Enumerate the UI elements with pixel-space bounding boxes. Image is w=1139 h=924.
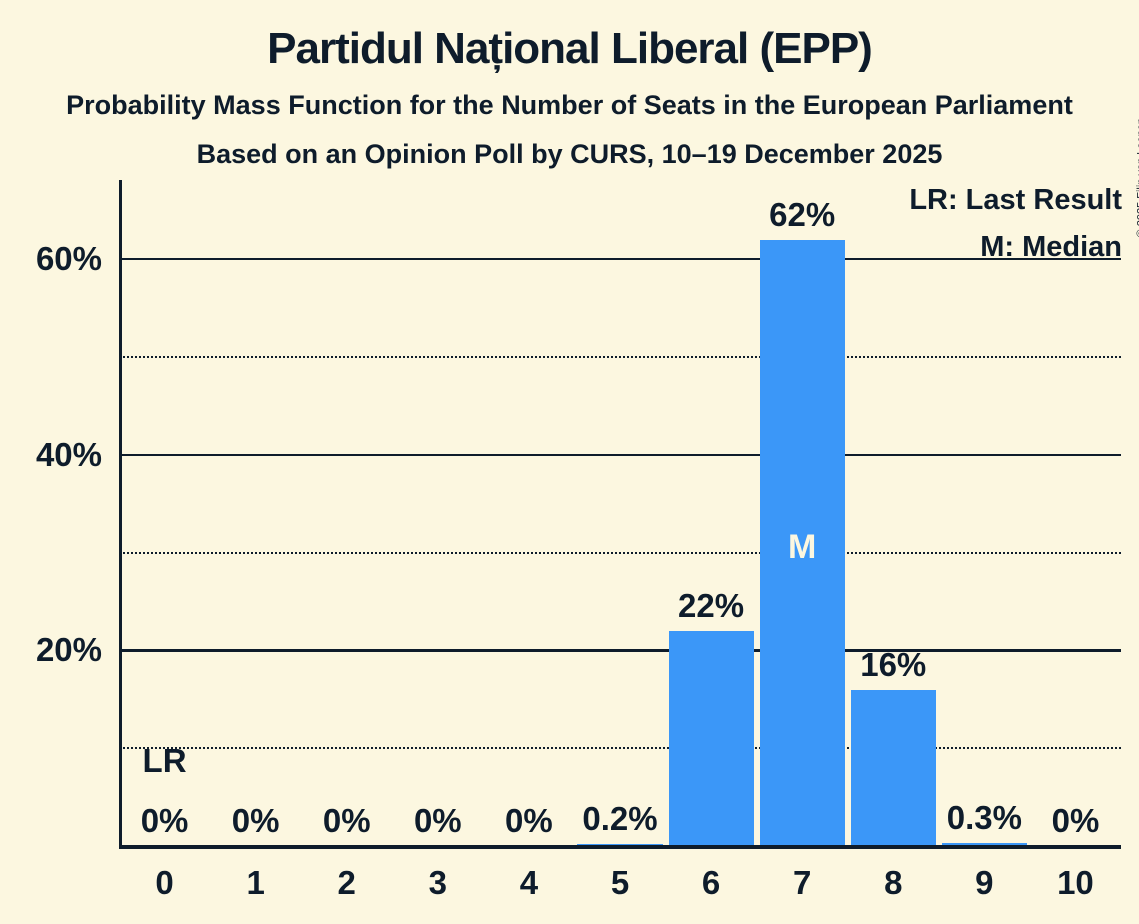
bar-seats-7 (759, 240, 845, 846)
chart-poll-source: Based on an Opinion Poll by CURS, 10–19 … (196, 139, 943, 169)
chart-subtitle: Probability Mass Function for the Number… (66, 90, 1073, 120)
y-axis-line (119, 180, 122, 849)
x-axis-label-9: 9 (975, 864, 994, 901)
x-axis-label-0: 0 (155, 864, 174, 901)
bar-value-label-10: 0% (1051, 802, 1100, 839)
x-axis-label-5: 5 (610, 864, 630, 901)
bar-value-label-6: 22% (678, 587, 745, 624)
y-axis-label-60: 60% (35, 240, 102, 278)
bar-value-label-0: 0% (140, 802, 189, 839)
x-axis-label-6: 6 (701, 864, 721, 901)
bar-value-label-4: 0% (505, 802, 553, 839)
x-axis-label-7: 7 (792, 864, 812, 901)
bar-seats-9 (941, 843, 1027, 846)
copyright-notice: © 2025 Filip van Laenen (1135, 118, 1139, 237)
y-axis-label-40: 40% (35, 435, 102, 473)
gridline-dotted-50 (119, 356, 1121, 358)
bar-value-label-5: 0.2% (582, 800, 658, 837)
bar-value-label-8: 16% (860, 646, 927, 683)
gridline-dotted-10 (119, 747, 1121, 750)
chart-title: Partidul Național Liberal (EPP) (267, 24, 873, 73)
gridline-40 (119, 453, 1121, 457)
bar-value-label-7: 62% (769, 196, 836, 233)
median-marker: M (788, 528, 817, 566)
legend-median: M: Median (980, 231, 1122, 263)
y-axis-label-20: 20% (35, 631, 102, 669)
last-result-marker: LR (142, 742, 187, 779)
x-axis-label-8: 8 (884, 864, 903, 901)
bar-value-label-2: 0% (322, 802, 371, 839)
bar-value-label-1: 0% (231, 802, 280, 839)
x-axis-label-1: 1 (246, 864, 265, 901)
bar-seats-8 (850, 690, 936, 846)
bar-value-label-3: 0% (413, 802, 462, 839)
bar-seats-6 (668, 631, 754, 846)
x-axis-label-3: 3 (428, 864, 447, 901)
legend-last-result: LR: Last Result (909, 184, 1122, 216)
x-axis-line (119, 845, 1121, 849)
gridline-20 (119, 649, 1121, 652)
bar-value-label-9: 0.3% (946, 799, 1022, 836)
x-axis-label-2: 2 (337, 864, 356, 901)
x-axis-label-10: 10 (1057, 864, 1094, 901)
gridline-dotted-30 (119, 551, 1121, 554)
gridline-60 (119, 257, 1121, 261)
x-axis-label-4: 4 (519, 864, 539, 901)
